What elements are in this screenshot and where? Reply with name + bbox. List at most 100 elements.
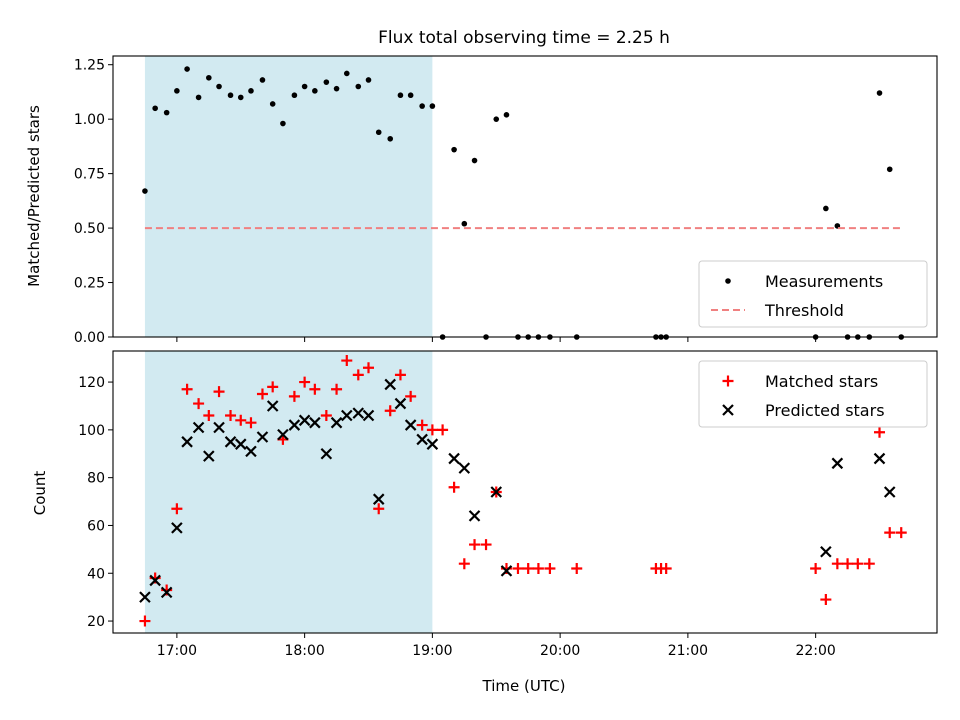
data-point — [448, 452, 460, 465]
data-point — [245, 417, 257, 429]
top-y-axis-label: Matched/Predicted stars — [25, 105, 43, 287]
data-point — [394, 369, 406, 381]
bottom-legend: Matched stars Predicted stars — [698, 360, 928, 428]
data-point — [852, 558, 864, 570]
top-legend: Measurements Threshold — [698, 260, 928, 328]
data-point — [373, 503, 385, 515]
legend-label: Matched stars — [765, 372, 878, 391]
bottom-x-tick-label: 17:00 — [157, 643, 197, 659]
data-point — [660, 562, 672, 574]
data-point — [192, 421, 205, 434]
data-point — [213, 421, 225, 434]
data-point — [490, 486, 503, 498]
data-point — [461, 220, 468, 227]
data-point — [256, 431, 269, 443]
data-point — [323, 79, 330, 85]
bottom-x-tick-label: 18:00 — [284, 643, 324, 659]
data-point — [266, 400, 279, 412]
data-point — [171, 503, 183, 515]
data-point — [874, 426, 886, 438]
bottom-x-tick-label: 20:00 — [540, 643, 580, 659]
top-panel: 0.00 0.25 0.50 0.75 1.00 1.25 Measurements Thre… — [74, 55, 938, 346]
data-point — [471, 157, 478, 164]
data-point — [873, 452, 886, 465]
data-point — [139, 615, 151, 627]
data-point — [184, 66, 190, 72]
data-point — [288, 419, 301, 431]
data-point — [407, 92, 414, 99]
data-point — [299, 376, 311, 388]
data-point — [206, 74, 212, 81]
data-point — [405, 390, 417, 402]
data-point — [876, 90, 883, 96]
data-point — [883, 486, 896, 498]
data-point — [142, 188, 148, 194]
data-point — [163, 109, 170, 116]
data-point — [195, 94, 202, 101]
data-point — [404, 419, 417, 431]
bottom-y-tick-label: 60 — [87, 518, 105, 534]
legend-box — [698, 260, 928, 328]
data-point — [469, 539, 481, 551]
data-point — [277, 428, 289, 441]
data-point — [193, 398, 205, 410]
data-point — [458, 558, 470, 570]
data-point — [341, 409, 353, 422]
data-point — [333, 85, 340, 92]
data-point — [512, 562, 524, 574]
data-point — [235, 414, 247, 426]
data-point — [237, 94, 244, 101]
data-point — [309, 383, 321, 395]
data-point — [256, 388, 268, 400]
data-point — [448, 481, 460, 493]
data-point — [288, 390, 300, 402]
data-point — [532, 562, 544, 574]
data-point — [863, 558, 875, 570]
top-axes-frame — [112, 55, 938, 338]
data-point — [384, 378, 396, 391]
data-point — [397, 92, 404, 99]
data-point — [171, 522, 183, 534]
data-point — [352, 369, 364, 381]
data-point — [152, 105, 158, 112]
data-point — [886, 166, 893, 173]
data-point — [320, 410, 332, 422]
data-point — [213, 386, 225, 398]
data-point — [301, 83, 308, 90]
data-point — [416, 433, 428, 446]
legend-box — [698, 360, 928, 428]
bottom-y-tick-label: 120 — [78, 375, 105, 391]
data-point — [312, 88, 318, 94]
data-point — [503, 112, 510, 118]
data-point — [895, 527, 907, 539]
bottom-x-tick-label: 19:00 — [412, 643, 452, 659]
data-point — [355, 83, 362, 90]
data-point — [291, 92, 298, 99]
bottom-axes-frame — [112, 350, 938, 634]
data-point — [571, 562, 583, 574]
data-point — [343, 70, 350, 77]
data-point — [225, 410, 237, 422]
bottom-y-tick-label: 100 — [78, 423, 105, 439]
data-point — [372, 493, 385, 505]
bottom-shaded-span — [144, 351, 433, 633]
data-point — [234, 438, 247, 450]
data-point — [500, 565, 513, 577]
data-point — [820, 545, 832, 558]
data-point — [160, 586, 173, 599]
data-point — [884, 527, 896, 539]
data-point — [181, 436, 193, 448]
data-point — [139, 591, 151, 603]
top-y-tick-label: 0.00 — [74, 330, 105, 346]
top-y-tick-label: 1.25 — [74, 58, 105, 74]
data-point — [544, 562, 556, 574]
data-point — [227, 92, 234, 99]
data-point — [248, 88, 254, 94]
data-point — [320, 447, 333, 460]
data-point — [298, 414, 311, 427]
data-point — [363, 362, 375, 374]
x-axis-label: Time (UTC) — [482, 677, 566, 695]
data-point — [224, 436, 237, 448]
bottom-series-predicted-stars — [139, 378, 896, 603]
